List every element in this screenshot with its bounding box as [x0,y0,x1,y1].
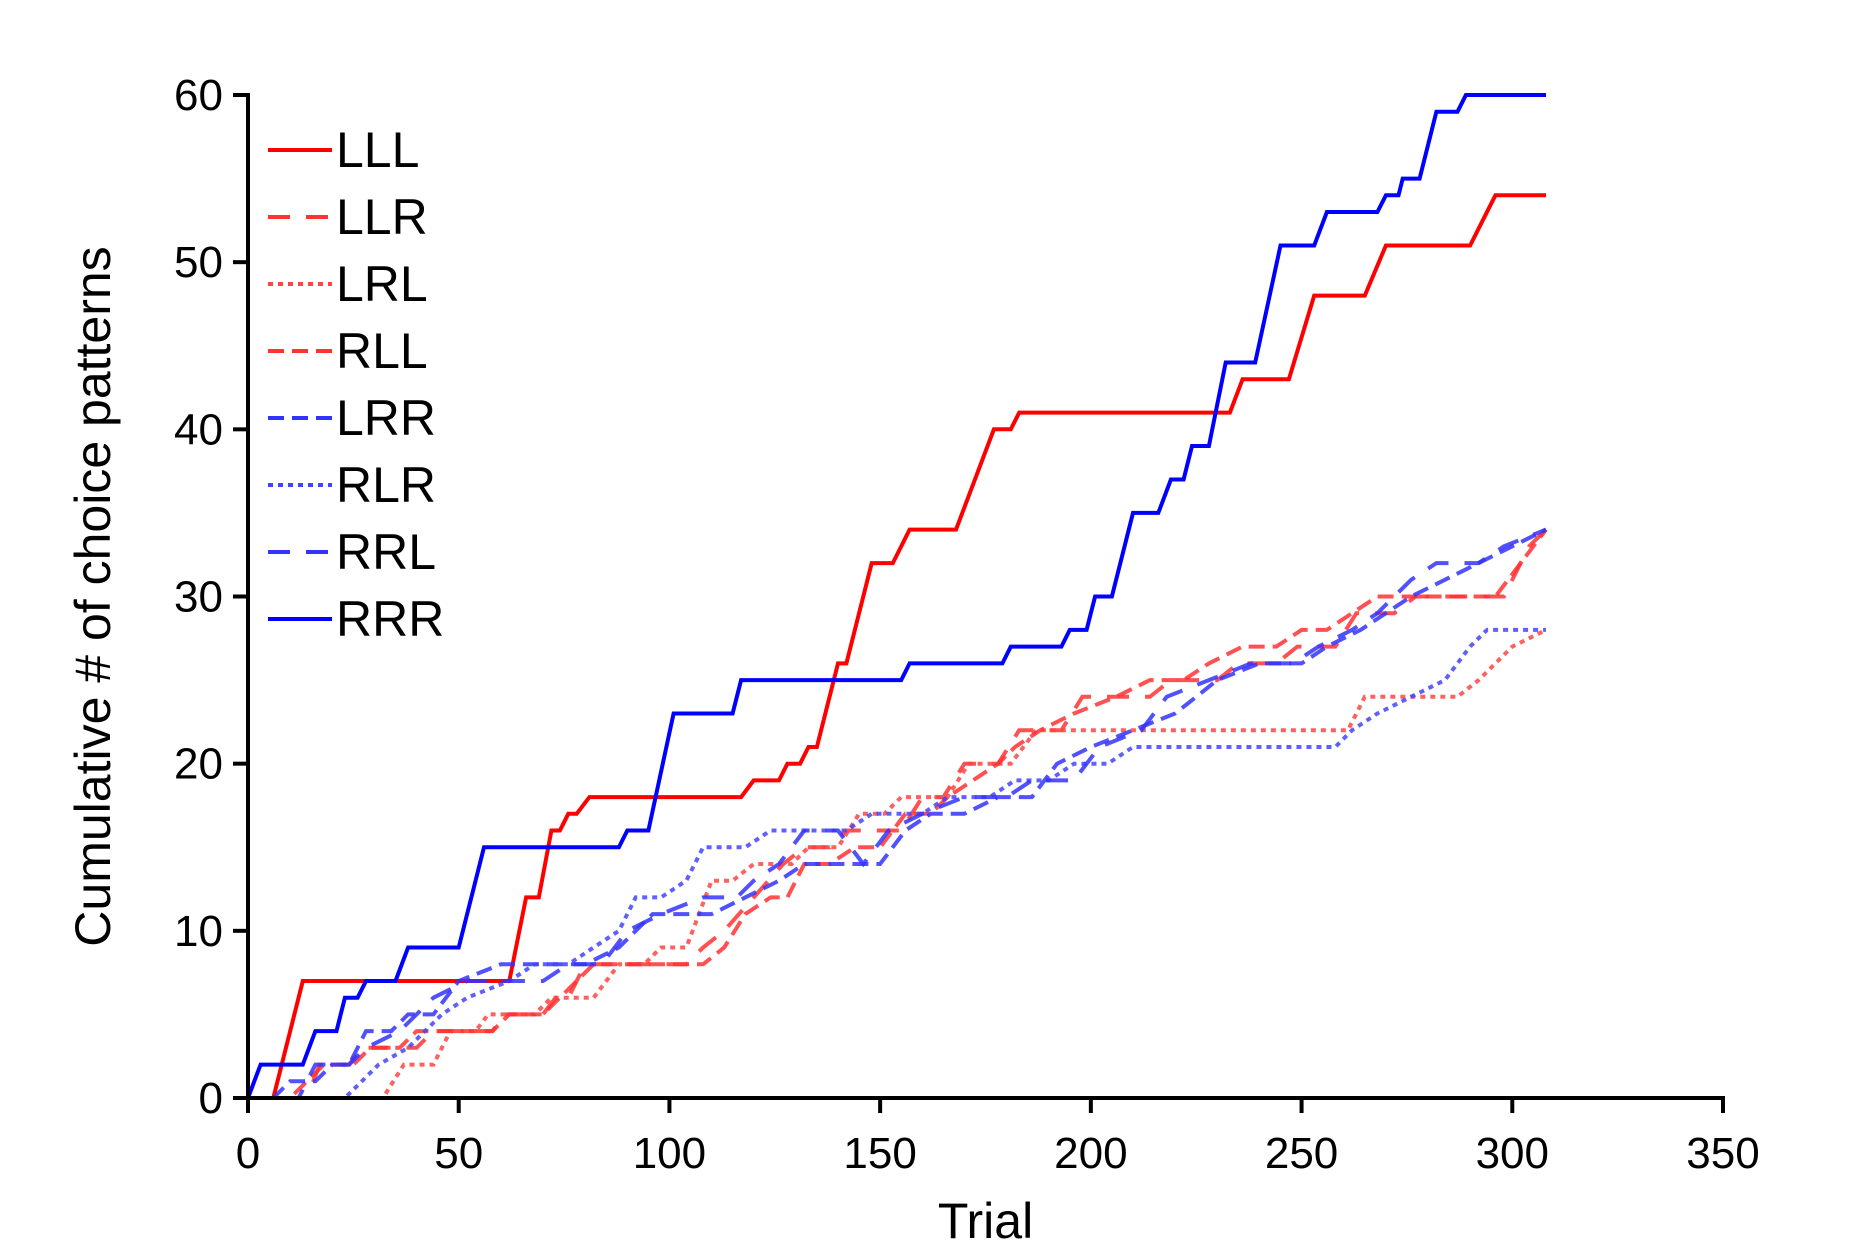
legend-label-rrr: RRR [336,591,444,647]
x-ticks: 0 50 100 150 200 250 300 350 [236,1098,1760,1178]
legend-label-llr: LLR [336,189,428,245]
series-line-rlr [248,627,1546,1100]
legend-label-lll: LLL [336,122,419,178]
x-tick-label: 350 [1686,1129,1759,1178]
y-tick-label: 0 [199,1074,223,1123]
legend-label-rlr: RLR [336,457,436,513]
y-tick-label: 10 [174,907,223,956]
legend-label-lrr: LRR [336,390,436,446]
series-line-rrr [246,93,1546,1099]
legend: LLL LLR LRL RLL LRR RLR RRL RRR [268,122,444,647]
x-tick-label: 0 [236,1129,260,1178]
x-tick-label: 300 [1476,1129,1549,1178]
y-tick-label: 20 [174,740,223,789]
x-tick-label: 200 [1054,1129,1127,1178]
series-line-rrl [248,527,1547,1100]
x-tick-label: 150 [843,1129,916,1178]
legend-label-lrl: LRL [336,256,428,312]
y-axis-label: Cumulative # of choice patterns [65,246,121,946]
x-tick-label: 50 [434,1129,483,1178]
series-line-lrl [248,628,1547,1100]
x-tick-label: 100 [633,1129,706,1178]
series-line-llr [248,528,1548,1100]
legend-label-rrl: RRL [336,524,436,580]
x-axis-label: Trial [938,1193,1033,1249]
legend-label-rll: RLL [336,323,428,379]
series-line-lll [248,193,1546,1100]
y-tick-label: 60 [174,71,223,120]
y-tick-label: 50 [174,238,223,287]
x-tick-label: 250 [1265,1129,1338,1178]
y-tick-label: 40 [174,405,223,454]
y-ticks: 0 10 20 30 40 50 60 [174,71,248,1123]
y-tick-label: 30 [174,573,223,622]
plot-lines [246,93,1548,1100]
